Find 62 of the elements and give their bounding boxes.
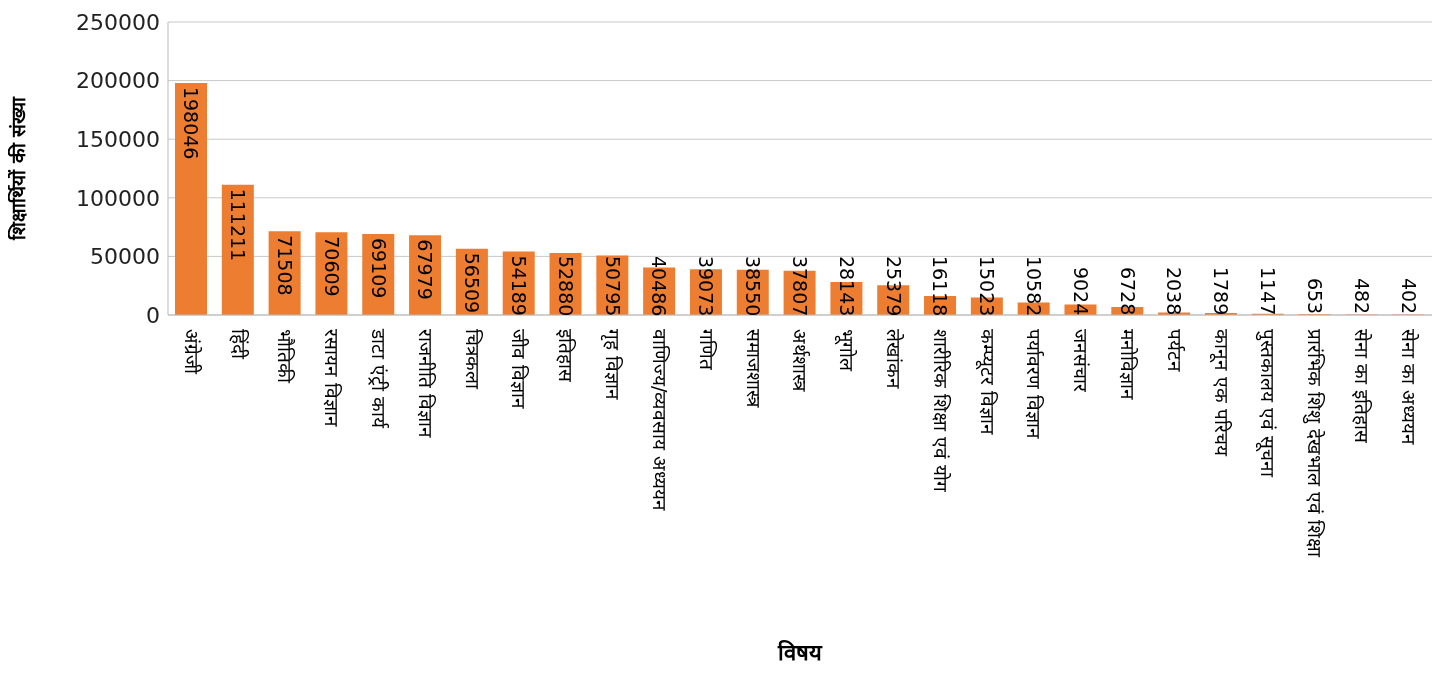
data-label: 1147	[1257, 266, 1280, 316]
y-tick-label: 150000	[76, 127, 160, 153]
data-label: 50795	[601, 255, 624, 317]
x-tick-label: पुस्तकालय एवं सूचना	[1255, 329, 1280, 479]
data-label: 38550	[742, 255, 765, 317]
x-tick-label: सेना का अध्ययन	[1397, 329, 1420, 446]
x-tick-label: गणित	[695, 329, 718, 371]
x-tick-label: डाटा एंट्री कार्य	[368, 328, 391, 430]
data-label: 28143	[835, 255, 858, 317]
x-tick-label: पर्यटन	[1163, 329, 1186, 372]
x-tick-label: भौतिकी	[274, 329, 297, 384]
x-tick-label: अंग्रेजी	[180, 329, 203, 375]
data-label: 111211	[227, 188, 250, 262]
data-label: 402	[1397, 277, 1420, 315]
y-tick-label: 50000	[90, 244, 160, 270]
y-tick-label: 100000	[76, 185, 160, 211]
x-tick-label: शारीरिक शिक्षा एवं योग	[929, 329, 952, 493]
data-label: 40486	[648, 255, 671, 317]
data-label: 71508	[273, 235, 296, 296]
y-tick-label: 0	[146, 302, 160, 328]
x-tick-label: जीव विज्ञान	[508, 329, 531, 410]
data-label: 52880	[554, 255, 577, 317]
x-tick-label: पर्यावरण विज्ञान	[1023, 329, 1046, 440]
data-label: 15023	[976, 255, 999, 317]
data-label: 482	[1350, 277, 1373, 315]
x-tick-label: सेना का इतिहास	[1351, 329, 1374, 445]
x-tick-label: गृह विज्ञान	[600, 329, 625, 401]
data-label: 70609	[320, 236, 343, 297]
x-tick-label: रसायन विज्ञान	[321, 329, 344, 428]
data-label: 37807	[788, 255, 811, 317]
data-label: 56509	[461, 252, 484, 314]
x-tick-label: वाणिज्य/व्यवसाय अध्ययन	[648, 329, 671, 512]
data-label: 653	[1303, 277, 1326, 315]
x-tick-label: चित्रकला	[461, 329, 484, 390]
data-label: 9024	[1069, 266, 1092, 316]
x-tick-label: समाजशास्त्र	[742, 329, 765, 408]
data-label: 39073	[695, 255, 718, 317]
data-label: 16118	[929, 255, 952, 317]
data-label: 54189	[508, 255, 531, 316]
x-tick-label: कानून एक परिचय	[1208, 329, 1233, 458]
x-axis-title: विषय	[777, 639, 823, 665]
data-label: 67979	[414, 239, 437, 300]
x-tick-label: राजनीति विज्ञान	[414, 329, 437, 439]
x-tick-label: अर्थशास्त्र	[789, 329, 812, 392]
x-tick-label: इतिहास	[555, 329, 578, 383]
y-axis-title: शिक्षार्थियों की संख्या	[6, 95, 29, 242]
x-tick-label: हिंदी	[227, 329, 250, 360]
data-label: 25379	[882, 255, 905, 317]
x-tick-label: मनोविज्ञान	[1117, 329, 1140, 400]
data-label: 198046	[180, 86, 203, 160]
y-tick-label: 250000	[76, 9, 160, 35]
x-tick-label: जनसंचार	[1070, 329, 1093, 393]
data-label: 69109	[367, 238, 390, 299]
y-tick-label: 200000	[76, 68, 160, 94]
x-tick-label: भूगोल	[834, 329, 859, 372]
data-label: 2038	[1163, 266, 1186, 316]
x-tick-label: कम्प्यूटर विज्ञान	[974, 329, 999, 436]
x-tick-label: प्रारंभिक शिशु देखभाल एवं शिक्षा	[1302, 329, 1327, 559]
x-tick-label: लेखांकन	[882, 329, 905, 389]
data-label: 6728	[1116, 266, 1139, 316]
data-label: 10582	[1023, 255, 1046, 317]
data-label: 1789	[1210, 266, 1233, 316]
